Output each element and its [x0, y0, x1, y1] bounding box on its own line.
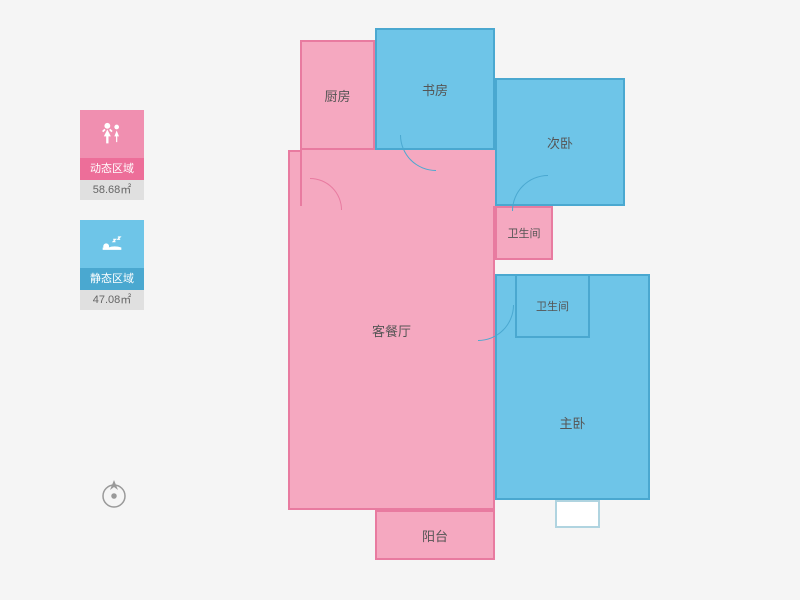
room-master-label: 主卧	[559, 413, 585, 432]
legend-dynamic-label: 动态区域	[80, 158, 144, 180]
room-bathroom2-label: 卫生间	[536, 298, 569, 314]
legend-dynamic-icon	[80, 110, 144, 158]
legend-dynamic: 动态区域 58.68㎡	[80, 110, 144, 200]
room-balcony: 阳台	[375, 510, 495, 560]
room-study-label: 书房	[422, 80, 448, 99]
compass-icon	[98, 478, 130, 510]
sleep-icon	[98, 230, 126, 258]
legend-static-icon	[80, 220, 144, 268]
room-study: 书房	[375, 28, 495, 150]
room-kitchen: 厨房	[300, 40, 375, 150]
room-bedroom2: 次卧	[495, 78, 625, 206]
room-bathroom2: 卫生间	[515, 274, 590, 338]
people-icon	[98, 120, 126, 148]
legend-static-value: 47.08㎡	[80, 290, 144, 310]
room-living-label: 客餐厅	[372, 321, 411, 340]
legend-static: 静态区域 47.08㎡	[80, 220, 144, 310]
legend-dynamic-value: 58.68㎡	[80, 180, 144, 200]
room-bathroom1-label: 卫生间	[508, 225, 541, 241]
room-bedroom2-label: 次卧	[547, 133, 573, 152]
legend-static-label: 静态区域	[80, 268, 144, 290]
floorplan: 客餐厅 厨房 书房 次卧 卫生间 主卧 卫生间 阳台	[280, 20, 680, 580]
room-bathroom1: 卫生间	[495, 206, 553, 260]
room-balcony-label: 阳台	[422, 526, 448, 545]
room-kitchen-label: 厨房	[324, 86, 350, 105]
legend-panel: 动态区域 58.68㎡ 静态区域 47.08㎡	[80, 110, 144, 330]
exterior-notch	[555, 500, 600, 528]
